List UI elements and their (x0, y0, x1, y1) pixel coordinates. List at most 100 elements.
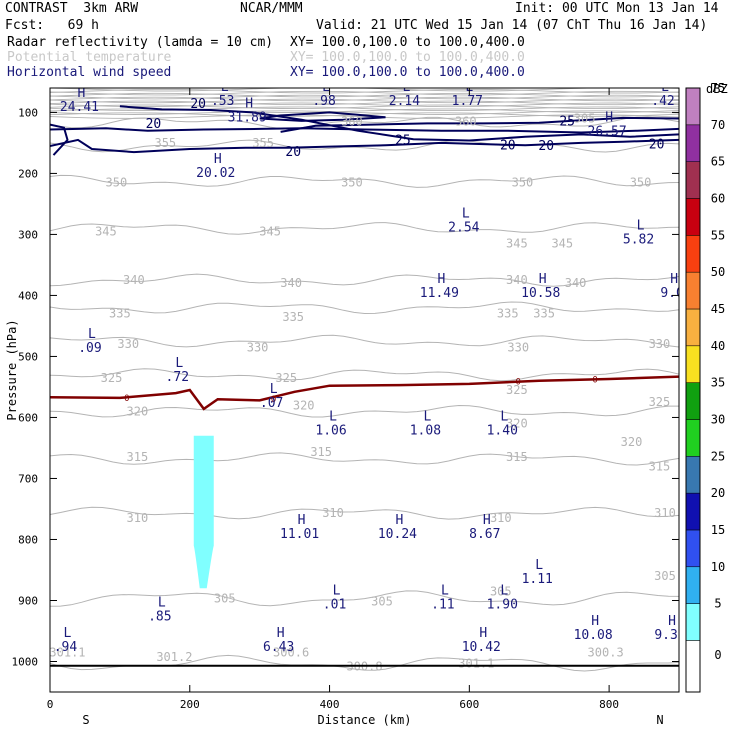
theta-label: 315 (506, 450, 528, 464)
extremum-value: .72 (166, 370, 189, 385)
extremum-l: L (333, 583, 341, 598)
theta-label: 345 (551, 237, 573, 251)
theta-label: 310 (322, 506, 344, 520)
wind-speed-label: 20 (649, 138, 665, 153)
extremum-value: 11.49 (420, 286, 459, 301)
extremum-value: .94 (54, 640, 78, 655)
colorbar-tick-label: 35 (711, 376, 725, 390)
colorbar-tick-label: 25 (711, 449, 725, 463)
extremum-value: 10.42 (462, 640, 501, 655)
theta-contour-335 (50, 301, 679, 315)
colorbar-swatch (685, 345, 701, 383)
theta-label: 330 (507, 340, 529, 354)
extremum-h: H (396, 513, 404, 528)
theta-contour-upper (50, 100, 679, 106)
extremum-l: L (535, 558, 543, 573)
wind-speed-contour (50, 127, 679, 134)
extremum-h: H (591, 614, 599, 629)
colorbar-tick-label: 55 (711, 228, 725, 242)
extremum-value: 31.89 (228, 111, 267, 126)
extremum-h: H (668, 614, 676, 629)
theta-contour-320 (50, 404, 679, 418)
theta-contour-upper (50, 102, 679, 108)
colorbar-title: dBZ (706, 82, 728, 96)
theta-label: 305 (214, 592, 236, 606)
y-tick-label: 200 (18, 167, 38, 180)
theta-label: 355 (252, 136, 274, 150)
extremum-value: 2.54 (448, 220, 479, 235)
colorbar-swatch (685, 566, 701, 604)
forecast-hour: Fcst: 69 h (5, 18, 99, 33)
freezing-level-label: 0 (271, 395, 276, 405)
x-end-label-south: S (82, 713, 89, 727)
wind-speed-contour (119, 105, 679, 142)
extremum-l: L (637, 219, 645, 234)
theta-label: 320 (621, 435, 643, 449)
theta-label: 340 (506, 273, 528, 287)
theta-label: 305 (371, 595, 393, 609)
extremum-h: H (437, 272, 445, 287)
field-xy-wind: XY= 100.0,100.0 to 100.0,400.0 (290, 65, 525, 80)
colorbar-swatch (685, 529, 701, 568)
theta-label: 340 (280, 276, 302, 290)
extremum-value: 5.82 (623, 233, 654, 248)
field-xy-theta: XY= 100.0,100.0 to 100.0,400.0 (290, 50, 525, 65)
theta-label: 325 (649, 395, 671, 409)
theta-label: 320 (506, 417, 528, 431)
theta-contour-305 (50, 590, 679, 607)
theta-contour-upper (50, 106, 679, 112)
extremum-value: 24.41 (60, 100, 99, 115)
extremum-h: H (483, 513, 491, 528)
extremum-value: 1.40 (487, 424, 518, 439)
colorbar-swatch (685, 492, 701, 531)
y-tick-label: 500 (18, 350, 38, 363)
theta-label: 350 (106, 176, 128, 190)
extremum-value: 10.24 (378, 527, 417, 542)
extremum-value: 1.11 (522, 572, 553, 587)
theta-label: 305 (574, 112, 596, 126)
theta-label: 310 (490, 511, 512, 525)
theta-label: 320 (127, 404, 149, 418)
theta-label: 345 (259, 224, 281, 238)
extremum-value: .11 (431, 597, 454, 612)
theta-contour-360 (50, 116, 679, 130)
colorbar-tick-label: 30 (711, 412, 725, 426)
wind-speed-label: 20 (538, 139, 554, 154)
field-name-reflectivity: Radar reflectivity (lamda = 10 cm) (7, 35, 274, 50)
freezing-level-label: 0 (592, 376, 597, 386)
colorbar-swatch (685, 603, 701, 641)
theta-label: 315 (649, 459, 671, 473)
theta-label: 335 (497, 307, 519, 321)
extremum-l: L (175, 356, 183, 371)
x-end-label-north: N (656, 713, 663, 727)
colorbar-tick-label: 75 (711, 81, 725, 95)
extremum-value: .42 (651, 94, 674, 109)
freezing-level-line (50, 375, 679, 411)
theta-contour-325 (50, 368, 679, 382)
extremum-h: H (479, 626, 487, 641)
theta-contour-upper (50, 114, 679, 119)
extremum-value: .85 (148, 610, 171, 625)
theta-label: 360 (341, 115, 363, 129)
field-name-theta: Potential temperature (7, 50, 172, 65)
theta-label: 310 (127, 511, 149, 525)
theta-label: 320 (293, 398, 315, 412)
extremum-h: H (539, 272, 547, 287)
extremum-value: 11.01 (280, 527, 319, 542)
extremum-h: H (298, 513, 306, 528)
extremum-value: 1.90 (487, 597, 518, 612)
theta-label: 355 (154, 136, 176, 150)
y-tick-label: 700 (18, 472, 38, 485)
extremum-value: 8.67 (469, 527, 500, 542)
colorbar-tick-label: 70 (711, 118, 725, 132)
theta-label: 325 (101, 371, 123, 385)
x-tick-label: 800 (599, 698, 619, 711)
wind-speed-contour (50, 138, 679, 154)
theta-contour-310 (50, 506, 679, 520)
colorbar-tick-label: 0 (714, 648, 721, 662)
colorbar-tick-label: 10 (711, 560, 725, 574)
theta-contour-upper (50, 90, 679, 96)
wind-speed-contour (50, 123, 69, 156)
model-name: CONTRAST 3km ARW (5, 1, 139, 16)
extremum-h: H (670, 272, 678, 287)
